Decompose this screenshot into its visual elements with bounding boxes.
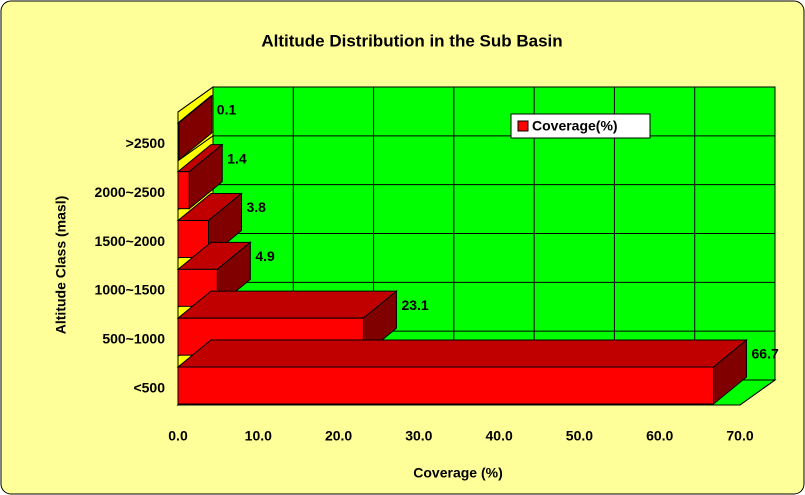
x-tick-label: 10.0	[245, 428, 272, 444]
x-tick-label: 20.0	[325, 428, 352, 444]
y-tick-label: 1000~1500	[95, 282, 166, 298]
legend-swatch	[517, 120, 529, 132]
x-tick-label: 70.0	[726, 428, 753, 444]
x-axis-title: Coverage (%)	[413, 465, 502, 481]
data-label: 1.4	[227, 150, 247, 166]
y-axis-title: Altitude Class (masl)	[53, 196, 69, 334]
band-line	[177, 86, 214, 113]
bar	[177, 366, 715, 405]
x-tick-label: 0.0	[168, 428, 188, 444]
x-tick-label: 60.0	[646, 428, 673, 444]
band-line	[177, 135, 214, 162]
data-label: 3.8	[247, 199, 267, 215]
data-label: 4.9	[255, 248, 275, 264]
chart-title: Altitude Distribution in the Sub Basin	[261, 31, 562, 50]
bar-top	[176, 290, 398, 319]
y-tick-label: <500	[133, 379, 165, 395]
bar	[177, 171, 190, 210]
x-tick-label: 40.0	[486, 428, 513, 444]
bar-top	[176, 339, 748, 368]
plot-area: 0.0 10.0 20.0 30.0 40.0 50.0 60.0 70.0 0.1 >2500 1…	[95, 86, 779, 444]
data-label: 0.1	[217, 102, 237, 118]
y-tick-label: 500~1000	[102, 330, 165, 346]
x-tick-label: 30.0	[405, 428, 432, 444]
legend-box	[510, 113, 651, 139]
legend-label: Coverage(%)	[532, 118, 618, 134]
y-tick-label: 1500~2000	[95, 233, 166, 249]
x-tick-label: 50.0	[566, 428, 593, 444]
data-label: 23.1	[401, 297, 428, 313]
grid-line	[739, 379, 776, 406]
legend: Coverage(%)	[510, 113, 651, 139]
data-label: 66.7	[752, 346, 779, 362]
bar	[177, 122, 180, 161]
y-tick-label: >2500	[126, 135, 166, 151]
y-tick-label: 2000~2500	[95, 184, 166, 200]
